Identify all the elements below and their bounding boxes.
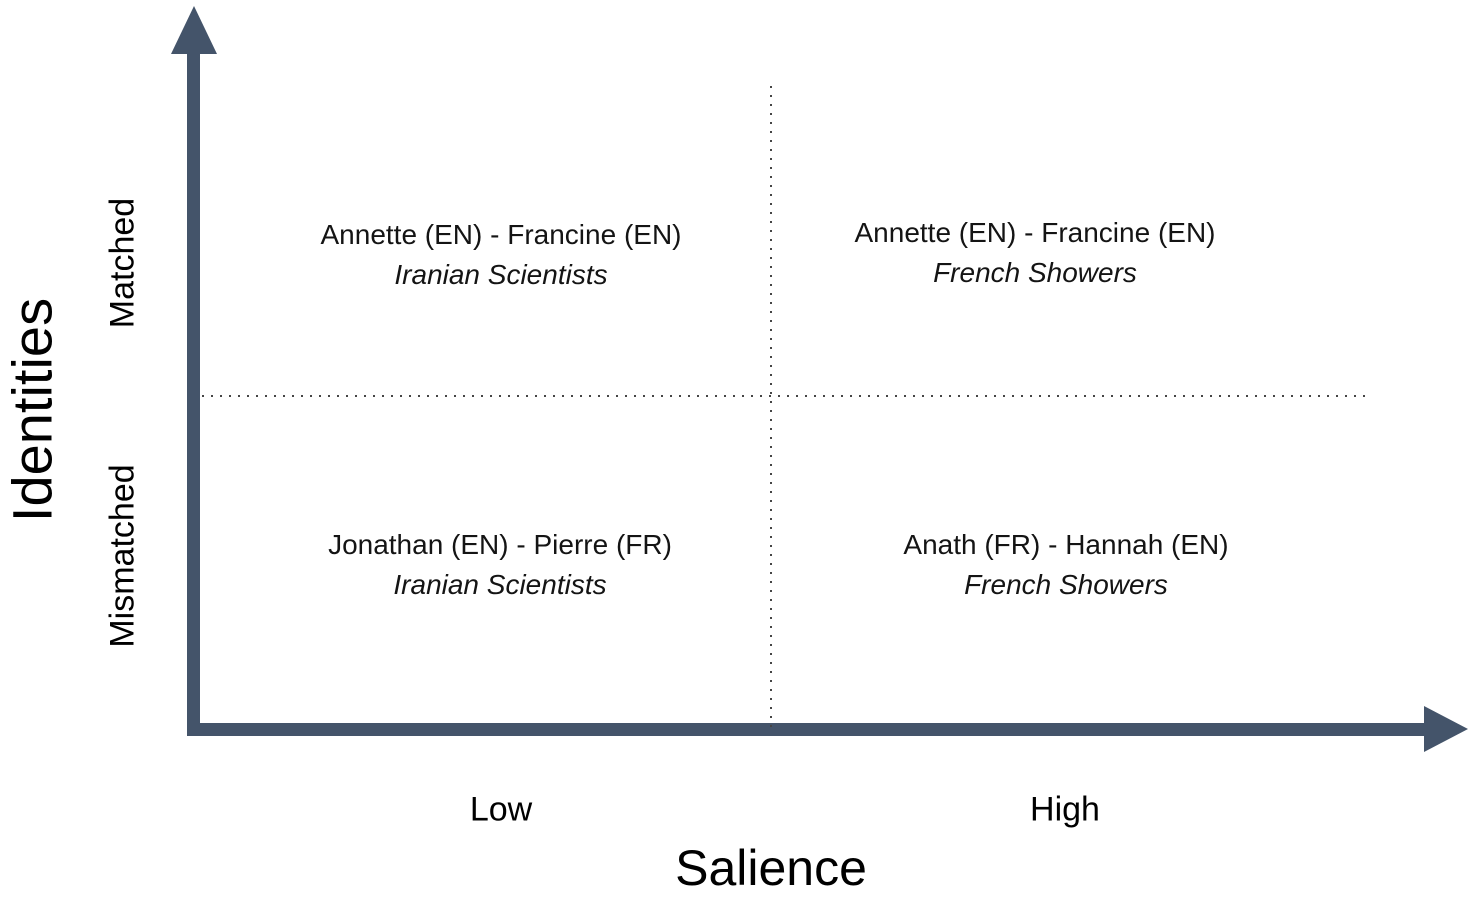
quadrant-bottom-left: Jonathan (EN) - Pierre (FR) Iranian Scie… [270, 525, 730, 605]
quadrant-condition-label: Iranian Scientists [394, 259, 608, 290]
x-axis-line [187, 723, 1427, 736]
y-axis-label-mismatched: Mismatched [103, 464, 142, 648]
quadrant-condition-label: French Showers [933, 257, 1137, 288]
quadrant-pair-label: Annette (EN) - Francine (EN) [854, 217, 1216, 248]
x-axis-title: Salience [675, 840, 867, 896]
quadrant-pair-label: Annette (EN) - Francine (EN) [320, 219, 682, 250]
x-axis-label-high: High [1030, 790, 1100, 829]
y-axis-arrowhead-icon [171, 6, 217, 54]
quadrant-condition-label: French Showers [964, 569, 1168, 600]
horizontal-dotted-divider [202, 395, 1365, 397]
quadrant-condition-label: Iranian Scientists [393, 569, 607, 600]
x-axis-label-low: Low [469, 790, 533, 829]
quadrant-pair-label: Jonathan (EN) - Pierre (FR) [328, 529, 672, 560]
y-axis-line [187, 40, 200, 736]
quadrant-bottom-right: Anath (FR) - Hannah (EN) French Showers [836, 525, 1296, 605]
vertical-dotted-divider [770, 86, 772, 728]
quadrant-top-right: Annette (EN) - Francine (EN) French Show… [805, 213, 1265, 293]
quadrant-pair-label: Anath (FR) - Hannah (EN) [903, 529, 1229, 560]
y-axis-title: Identities [0, 297, 64, 523]
quadrant-top-left: Annette (EN) - Francine (EN) Iranian Sci… [271, 215, 731, 295]
x-axis-arrowhead-icon [1424, 706, 1468, 752]
y-axis-label-matched: Matched [103, 197, 142, 329]
